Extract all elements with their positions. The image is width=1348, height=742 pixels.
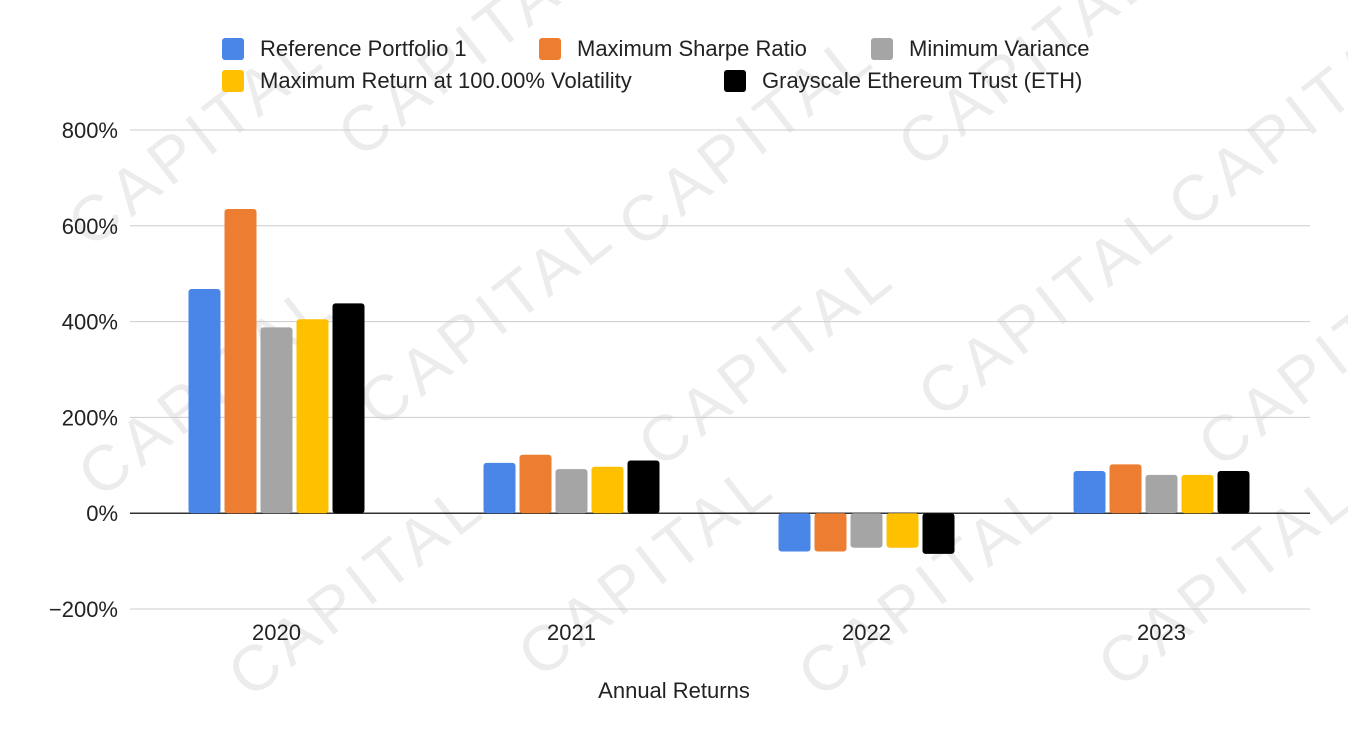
bar-2023-4 (1217, 471, 1250, 514)
watermark-logo: CAPITAL (344, 197, 628, 441)
bar-2022-3 (886, 513, 919, 548)
legend-swatch (724, 70, 746, 92)
bar-2020-1 (224, 209, 257, 514)
bar-2022-4 (922, 513, 955, 554)
y-tick-label: 200% (62, 405, 118, 430)
x-tick-label: 2023 (1137, 620, 1186, 645)
legend-swatch (222, 70, 244, 92)
watermark-logo: CAPITAL (784, 467, 1068, 711)
watermark-logo: CAPITAL (1184, 237, 1348, 481)
legend: Reference Portfolio 1 Maximum Sharpe Rat… (0, 0, 1348, 100)
watermark-logo: CAPITAL (904, 187, 1188, 431)
legend-item-grayscale-eth: Grayscale Ethereum Trust (ETH) (724, 68, 1082, 94)
bar-2021-0 (483, 462, 516, 514)
legend-item-max-return: Maximum Return at 100.00% Volatility (222, 68, 632, 94)
legend-swatch (539, 38, 561, 60)
bar-2021-3 (591, 466, 624, 514)
watermark-text: CAPITAL (344, 197, 628, 441)
legend-label: Maximum Sharpe Ratio (577, 36, 807, 61)
bar-2021-1 (519, 454, 552, 514)
watermark-text: CAPITAL (1184, 237, 1348, 481)
bars-group (188, 209, 1250, 554)
bar-2022-2 (850, 513, 883, 548)
legend-label: Reference Portfolio 1 (260, 36, 467, 61)
legend-label: Maximum Return at 100.00% Volatility (260, 68, 632, 93)
y-tick-label: 400% (62, 310, 118, 335)
x-tick-label: 2020 (252, 620, 301, 645)
y-tick-label: 600% (62, 214, 118, 239)
bar-2023-1 (1109, 464, 1142, 514)
x-axis-title: Annual Returns (598, 678, 750, 703)
bar-2021-2 (555, 469, 588, 514)
legend-item-max-sharpe: Maximum Sharpe Ratio (539, 36, 807, 62)
bar-2020-4 (332, 303, 365, 514)
watermark-text: CAPITAL (904, 187, 1188, 431)
bar-2020-3 (296, 319, 329, 514)
bar-2023-3 (1181, 474, 1214, 514)
x-tick-label: 2022 (842, 620, 891, 645)
legend-label: Grayscale Ethereum Trust (ETH) (762, 68, 1083, 93)
legend-item-min-variance: Minimum Variance (871, 36, 1090, 62)
legend-swatch (222, 38, 244, 60)
y-axis-ticks: 800% 600% 400% 200% 0% −200% (49, 118, 118, 622)
bar-2022-1 (814, 513, 847, 552)
bar-2023-0 (1073, 471, 1106, 514)
watermark-text: CAPITAL (624, 237, 908, 481)
bar-2020-2 (260, 327, 293, 514)
bar-2020-0 (188, 289, 221, 514)
bar-2021-4 (627, 460, 660, 514)
legend-item-reference-portfolio: Reference Portfolio 1 (222, 36, 467, 62)
y-tick-label: 0% (86, 501, 118, 526)
x-tick-label: 2021 (547, 620, 596, 645)
y-tick-label: −200% (49, 597, 118, 622)
bar-2022-0 (778, 513, 811, 552)
x-axis-ticks: 2020 2021 2022 2023 (252, 620, 1186, 645)
legend-swatch (871, 38, 893, 60)
bar-2023-2 (1145, 474, 1178, 514)
y-tick-label: 800% (62, 118, 118, 143)
watermark-text: CAPITAL (784, 467, 1068, 711)
watermark-logo: CAPITAL (624, 237, 908, 481)
legend-label: Minimum Variance (909, 36, 1090, 61)
